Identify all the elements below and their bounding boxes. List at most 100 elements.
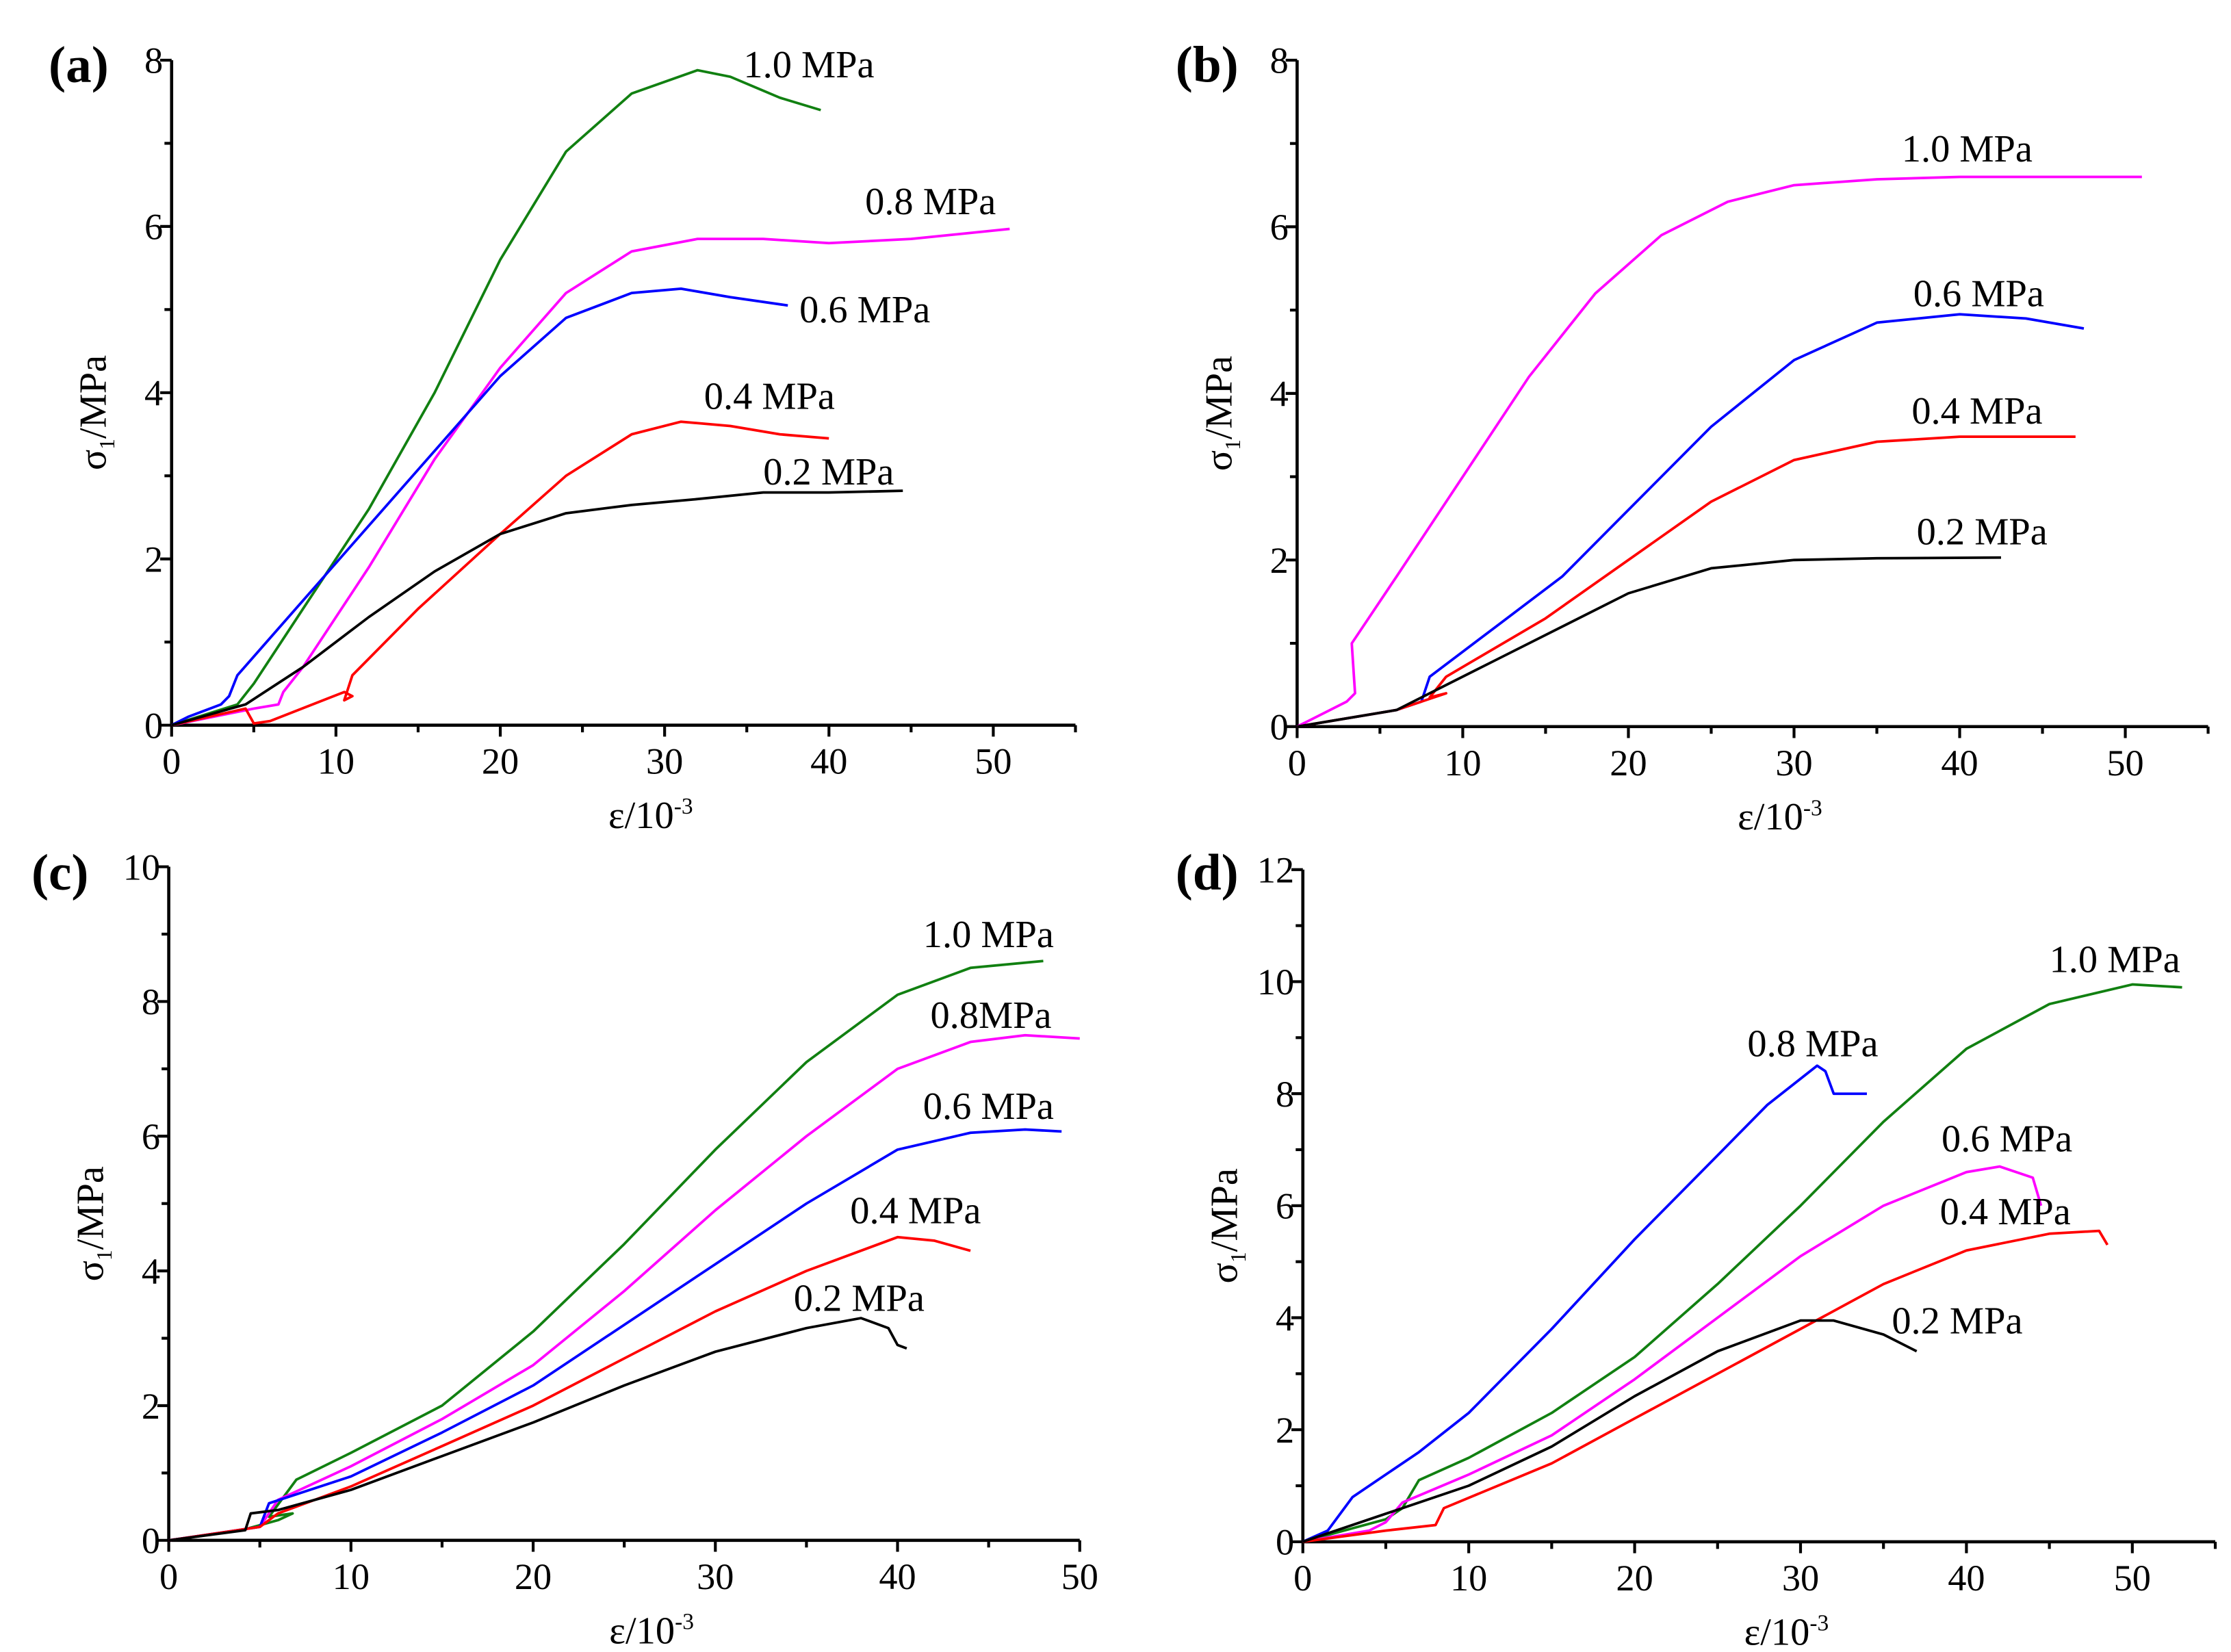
series-label: 0.4 MPa: [704, 375, 835, 417]
y-tick-label: 2: [1276, 1410, 1294, 1451]
series-line: [1297, 556, 2001, 728]
y-tick-label: 12: [1257, 850, 1294, 891]
panel-c: 0 10 20 30 40 50 0 2 4 6 8 10 ε/10-3 σ1/MPa (c) 1.0 MPa…: [31, 844, 1098, 1652]
series-line: [1302, 983, 2182, 1543]
panel-d: 0 10 20 30 40 50 0 2 4 6 8 10 12 ε/10-3 σ1/MPa (d) 1.0 M…: [1176, 844, 2217, 1652]
series-label: 0.8 MPa: [1747, 1022, 1878, 1065]
x-axis-title-main: ε/10: [609, 1610, 675, 1652]
x-tick-label: 40: [1941, 743, 1978, 784]
y-axis-title-main: σ: [1204, 1263, 1246, 1283]
series-label: 1.0 MPa: [1902, 128, 2033, 170]
y-tick-label: 2: [144, 539, 163, 580]
x-tick-label: 30: [646, 741, 683, 782]
series-line: [1302, 1165, 2043, 1543]
y-axis-title: σ1/MPa: [1204, 1168, 1251, 1283]
series-label: 0.2 MPa: [794, 1277, 925, 1319]
x-axis-title: ε/10-3: [1744, 1610, 1829, 1652]
series-line: [168, 1235, 971, 1542]
series-line: [171, 68, 821, 727]
x-axis-title: ε/10-3: [609, 1609, 694, 1652]
y-tick-label: 4: [144, 373, 163, 414]
series-line: [1297, 435, 2076, 728]
y-axis-title-subscript: 1: [1221, 439, 1245, 450]
series-label: 0.4 MPa: [1940, 1191, 2071, 1233]
x-tick-label: 50: [2106, 743, 2143, 784]
x-axis-title-main: ε/10: [1744, 1611, 1810, 1652]
y-tick-label: 8: [142, 981, 160, 1022]
series-line: [168, 959, 1044, 1542]
series-label: 0.6 MPa: [923, 1085, 1054, 1128]
series-line: [1302, 1064, 1867, 1543]
y-tick-label: 6: [142, 1116, 160, 1157]
x-tick-label: 50: [975, 741, 1011, 782]
y-tick-label: 0: [144, 705, 163, 746]
y-axis-title: σ1/MPa: [69, 1166, 116, 1281]
y-tick-label: 6: [1276, 1186, 1294, 1227]
x-tick-label: 10: [318, 741, 354, 782]
series-line: [171, 227, 1010, 727]
y-axis-title-rest: /MPa: [73, 355, 115, 439]
series-label: 0.2 MPa: [1917, 511, 2048, 554]
series-line: [168, 1128, 1062, 1542]
panel-label: (c): [31, 844, 88, 901]
y-tick-label: 10: [1257, 961, 1294, 1003]
y-tick-label: 4: [1270, 374, 1289, 415]
x-tick-label: 10: [1444, 743, 1481, 784]
series-label: 1.0 MPa: [743, 44, 874, 86]
x-tick-label: 40: [879, 1556, 916, 1597]
x-tick-label: 0: [159, 1556, 178, 1597]
series-line: [1302, 1229, 2109, 1543]
y-axis-title-subscript: 1: [92, 1250, 116, 1261]
x-tick-label: 10: [333, 1556, 370, 1597]
y-axis-title-main: σ: [1198, 450, 1240, 471]
x-tick-label: 40: [810, 741, 847, 782]
panel-label: (a): [49, 36, 109, 93]
y-tick-label: 4: [1276, 1298, 1294, 1339]
series-label: 0.4 MPa: [850, 1189, 981, 1232]
x-axis-title-superscript: -3: [675, 1609, 694, 1634]
series-line: [171, 489, 903, 727]
series-line: [1296, 175, 2142, 728]
y-axis-title-main: σ: [69, 1261, 112, 1281]
x-tick-label: 0: [1293, 1558, 1312, 1599]
series-line: [168, 1317, 907, 1542]
y-tick-label: 8: [144, 40, 163, 81]
x-tick-label: 0: [1288, 743, 1306, 784]
series-line: [1302, 1319, 1918, 1543]
y-axis-title-rest: /MPa: [69, 1166, 112, 1250]
x-axis-title-superscript: -3: [1809, 1610, 1829, 1636]
panel-label: (b): [1176, 36, 1239, 93]
y-tick-label: 6: [1270, 207, 1289, 248]
y-tick-label: 0: [1270, 707, 1289, 748]
x-tick-label: 10: [1450, 1558, 1487, 1599]
y-tick-label: 10: [123, 847, 160, 888]
series-line: [170, 287, 788, 727]
y-axis-title-main: σ: [73, 450, 115, 470]
y-axis-title-subscript: 1: [1226, 1252, 1250, 1263]
x-axis-title-main: ε/10: [608, 795, 674, 837]
y-axis-title-rest: /MPa: [1198, 356, 1240, 439]
x-tick-label: 30: [1782, 1558, 1819, 1599]
series-label: 0.6 MPa: [1913, 273, 2044, 315]
x-axis-title-main: ε/10: [1738, 796, 1803, 838]
x-tick-label: 40: [1948, 1558, 1985, 1599]
panel-label: (d): [1176, 844, 1239, 901]
y-tick-label: 8: [1276, 1074, 1294, 1115]
y-tick-label: 0: [142, 1521, 160, 1562]
series-line: [171, 420, 829, 727]
series-label: 0.8MPa: [930, 994, 1051, 1037]
x-axis-title: ε/10-3: [1738, 795, 1822, 838]
y-axis-title-rest: /MPa: [1204, 1168, 1246, 1252]
series-label: 0.2 MPa: [763, 451, 894, 493]
x-tick-label: 50: [1061, 1556, 1098, 1597]
x-tick-label: 20: [1616, 1558, 1653, 1599]
y-tick-label: 2: [1270, 540, 1289, 581]
y-tick-label: 4: [142, 1251, 160, 1292]
y-axis-title-subscript: 1: [95, 439, 119, 450]
x-axis-title-superscript: -3: [674, 794, 693, 819]
x-tick-label: 20: [482, 741, 519, 782]
x-axis-title-superscript: -3: [1803, 795, 1822, 821]
x-tick-label: 20: [1610, 743, 1647, 784]
series-label: 0.6 MPa: [799, 289, 930, 331]
